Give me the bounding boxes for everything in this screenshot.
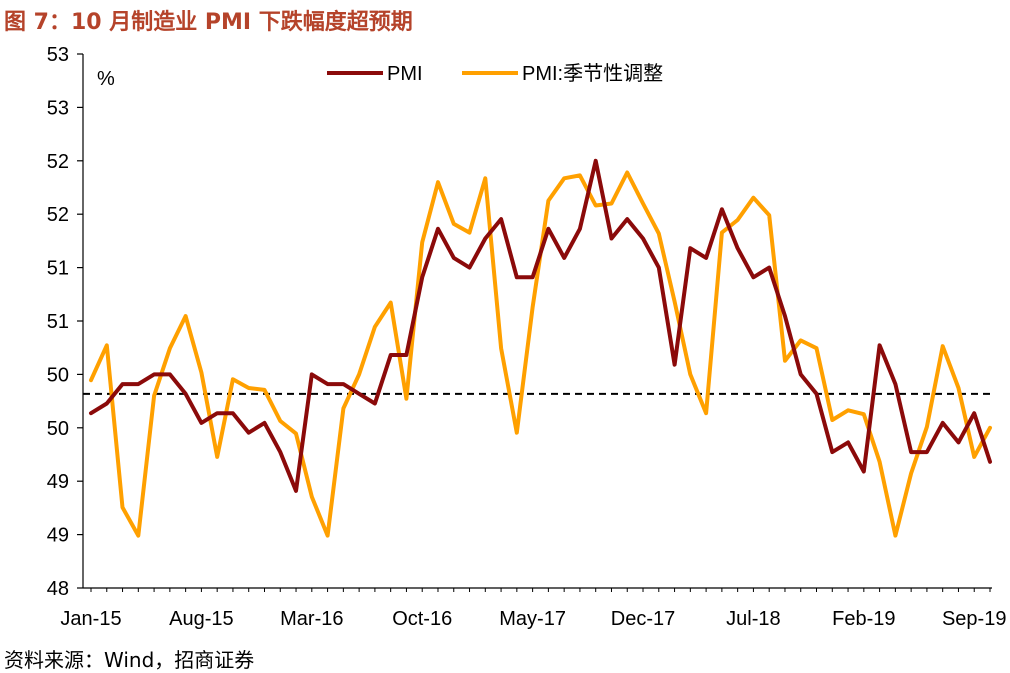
x-tick-label: Sep-19 (942, 608, 1007, 630)
legend-label-pmi-seasonal: PMI:季节性调整 (522, 62, 663, 85)
pmi-line-chart: 48 49 49 50 50 51 51 52 52 53 53 Jan-15 Aug-15 Mar-1… (47, 44, 1007, 630)
y-tick-label: 49 (47, 471, 69, 493)
chart-title: 图 7：10 月制造业 PMI 下跌幅度超预期 (4, 10, 413, 35)
series-line-pmi (89, 158, 992, 493)
y-tick-label: 52 (47, 151, 69, 173)
x-tick-label: May-17 (499, 608, 566, 630)
source-note: 资料来源：Wind，招商证券 (4, 648, 255, 672)
y-tick-label: 52 (47, 204, 69, 226)
x-axis: Jan-15 Aug-15 Mar-16 Oct-16 May-17 Dec-17 Jul-… (60, 587, 1007, 630)
x-tick-label: Oct-16 (392, 608, 452, 630)
x-tick-label: Mar-16 (280, 608, 343, 630)
x-tick-label: Dec-17 (611, 608, 675, 630)
series-lines (89, 158, 992, 538)
series-line-pmi-seasonal (89, 170, 992, 538)
y-tick-label: 53 (47, 97, 69, 119)
y-tick-label: 51 (47, 258, 69, 280)
x-tick-label: Aug-15 (169, 608, 234, 630)
legend-label-pmi: PMI (387, 63, 423, 85)
y-tick-label: 50 (47, 418, 69, 440)
y-tick-label: 48 (47, 578, 69, 600)
y-tick-label: 50 (47, 364, 69, 386)
x-tick-label: Jan-15 (60, 608, 121, 630)
y-tick-label: 51 (47, 311, 69, 333)
legend: PMI PMI:季节性调整 (327, 62, 663, 85)
y-axis-unit-label: % (97, 68, 115, 90)
y-tick-label: 53 (47, 44, 69, 66)
x-tick-label: Jul-18 (726, 608, 780, 630)
x-tick-label: Feb-19 (832, 608, 895, 630)
y-axis: 48 49 49 50 50 51 51 52 52 53 53 (47, 44, 84, 600)
y-tick-label: 49 (47, 525, 69, 547)
